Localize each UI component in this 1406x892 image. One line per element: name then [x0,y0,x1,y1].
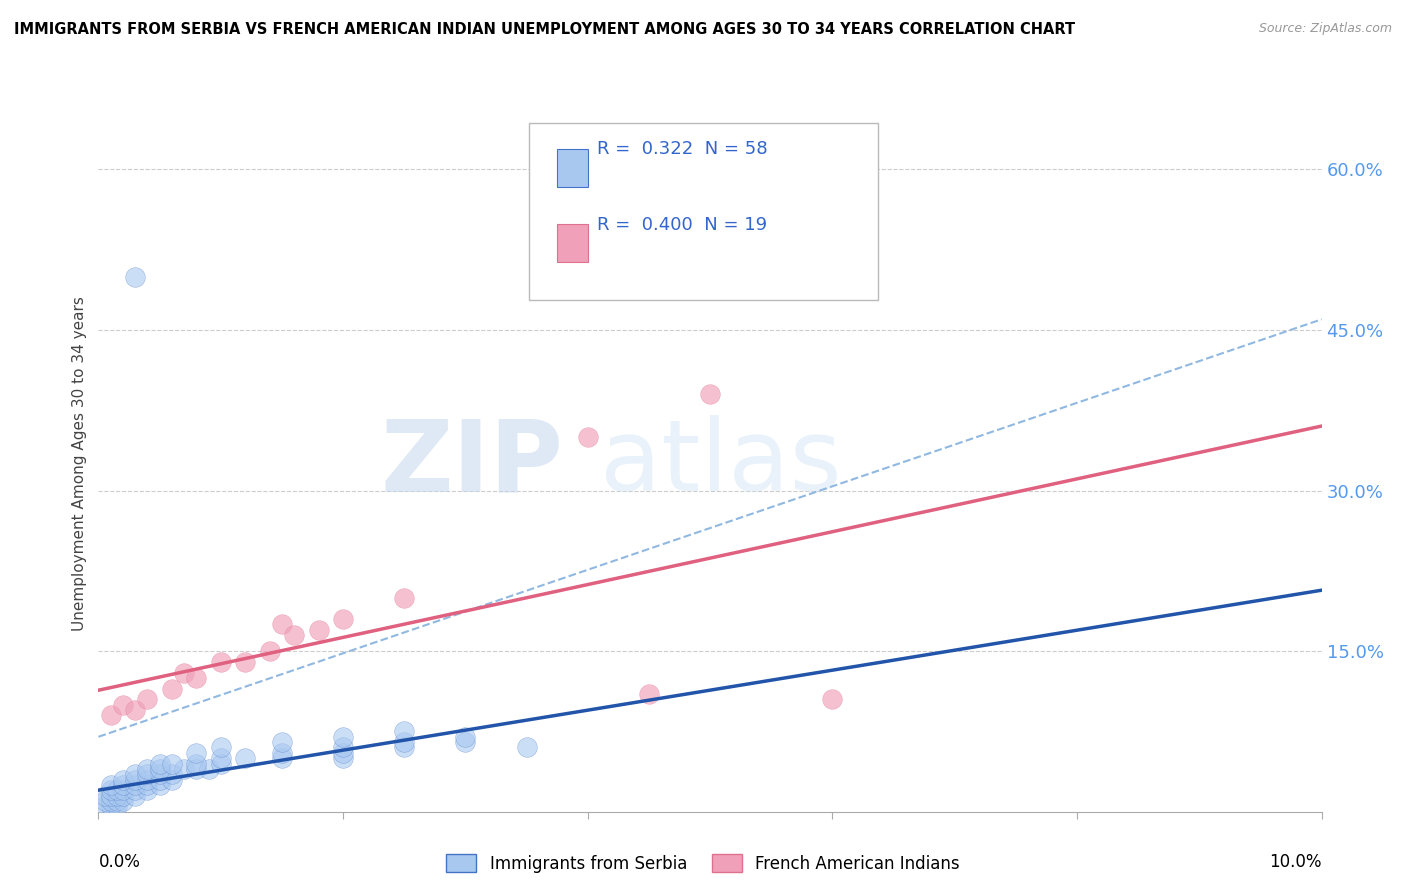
Point [100,799,122,814]
Point [332,746,354,760]
Point [233,751,256,765]
Point [332,751,354,765]
Point [821,692,844,706]
Point [270,751,292,765]
Bar [557,224,588,262]
Point [173,665,195,680]
Point [136,772,159,787]
Point [160,772,183,787]
Point [392,724,416,739]
Point [111,783,134,797]
Point [197,762,219,776]
Point [332,740,354,755]
Legend: Immigrants from Serbia, French American Indians: Immigrants from Serbia, French American … [440,847,966,880]
Point [149,767,172,781]
Point [699,387,721,401]
Point [100,794,122,808]
Point [93,789,115,803]
Text: R =  0.400  N = 19: R = 0.400 N = 19 [598,216,768,235]
Point [270,735,292,749]
Point [93,799,115,814]
Point [270,746,292,760]
Text: R =  0.322  N = 58: R = 0.322 N = 58 [598,140,768,159]
Bar [557,149,588,187]
Point [111,789,134,803]
Point [332,612,354,626]
Point [160,681,183,696]
Point [173,762,195,776]
Point [124,778,146,792]
Point [124,772,146,787]
Point [136,767,159,781]
Point [105,799,128,814]
Point [209,756,232,771]
Point [100,783,122,797]
Point [124,703,146,717]
Point [160,767,183,781]
Point [454,735,477,749]
Point [136,783,159,797]
Point [124,789,146,803]
Text: IMMIGRANTS FROM SERBIA VS FRENCH AMERICAN INDIAN UNEMPLOYMENT AMONG AGES 30 TO 3: IMMIGRANTS FROM SERBIA VS FRENCH AMERICA… [14,22,1076,37]
Point [149,762,172,776]
Point [209,740,232,755]
Point [111,772,134,787]
Point [105,783,128,797]
Text: 0.0%: 0.0% [98,854,141,871]
Point [308,623,330,637]
Point [124,269,146,284]
Point [186,756,208,771]
Point [105,789,128,803]
Text: 10.0%: 10.0% [1270,854,1322,871]
Point [233,655,256,669]
Point [283,628,305,642]
Point [111,794,134,808]
Point [136,762,159,776]
Point [93,794,115,808]
Point [186,746,208,760]
Text: atlas: atlas [600,416,842,512]
Point [392,740,416,755]
Text: ZIP: ZIP [381,416,564,512]
Point [100,789,122,803]
Point [576,430,599,444]
Point [209,655,232,669]
Point [332,730,354,744]
Text: Source: ZipAtlas.com: Source: ZipAtlas.com [1258,22,1392,36]
Point [392,735,416,749]
Point [149,756,172,771]
Point [516,740,538,755]
Point [454,730,477,744]
Point [100,778,122,792]
Point [160,756,183,771]
Point [111,698,134,712]
Point [136,692,159,706]
Point [124,767,146,781]
Y-axis label: Unemployment Among Ages 30 to 34 years: Unemployment Among Ages 30 to 34 years [72,296,87,632]
Point [149,772,172,787]
Point [637,687,661,701]
Point [209,751,232,765]
FancyBboxPatch shape [529,123,877,301]
Point [111,778,134,792]
Point [259,644,281,658]
Point [186,762,208,776]
Point [186,671,208,685]
Point [105,794,128,808]
Point [136,778,159,792]
Point [100,708,122,723]
Point [270,617,292,632]
Point [149,778,172,792]
Point [124,783,146,797]
Point [392,591,416,605]
